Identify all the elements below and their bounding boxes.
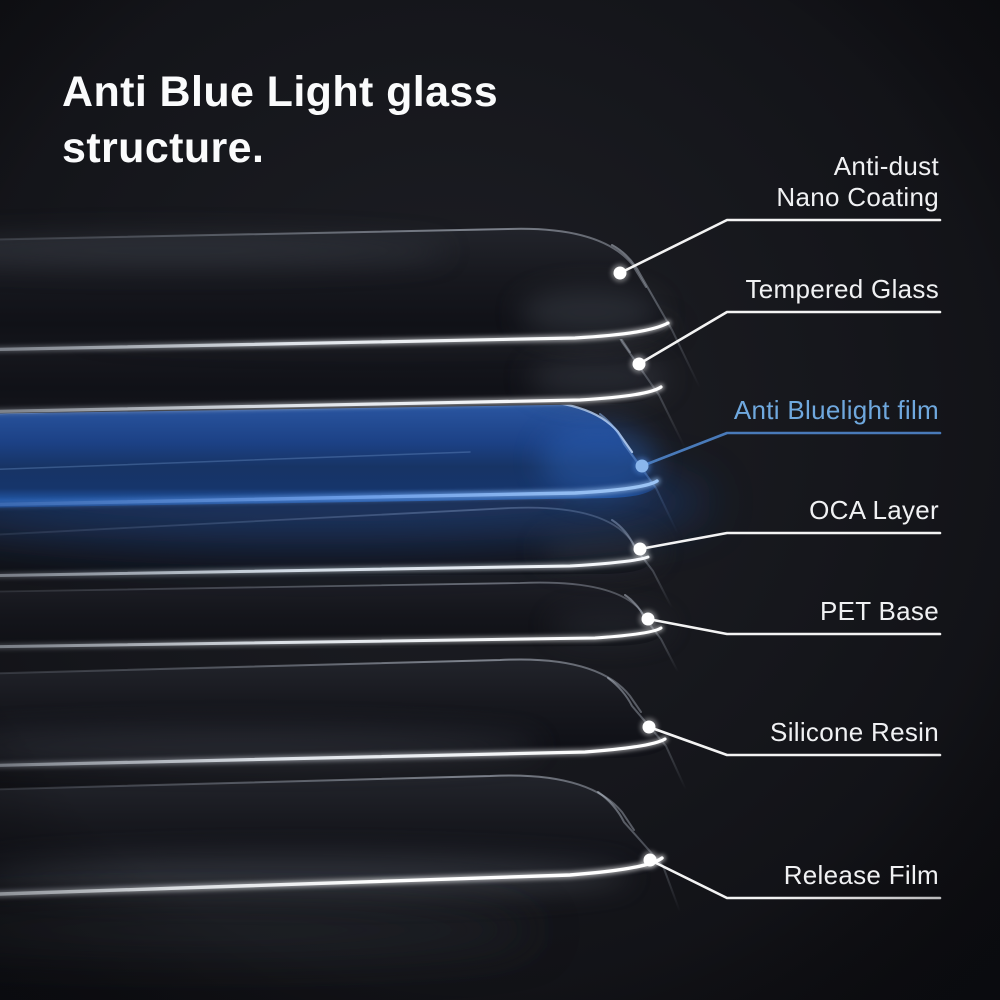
label-line: PET Base [820, 596, 939, 626]
label-line: OCA Layer [809, 495, 939, 525]
label-tempered-glass: Tempered Glass [746, 274, 940, 305]
label-release-film: Release Film [784, 860, 939, 891]
label-silicone-resin: Silicone Resin [770, 717, 939, 748]
label-anti-dust-nano-coating: Anti-dust Nano Coating [776, 151, 939, 213]
label-line: Nano Coating [776, 182, 939, 212]
label-line: Anti Bluelight film [733, 395, 939, 425]
label-pet-base: PET Base [820, 596, 939, 627]
label-line: Anti-dust [833, 151, 939, 181]
label-line: Silicone Resin [770, 717, 939, 747]
label-line: Tempered Glass [745, 274, 939, 304]
page-title-line-1: Anti Blue Light glass [62, 68, 499, 116]
page-title-line-2: structure. [62, 124, 265, 172]
label-oca-layer: OCA Layer [809, 495, 939, 526]
label-line: Release Film [783, 860, 939, 890]
page-title: Anti Blue Light glass structure. [62, 64, 498, 176]
label-anti-bluelight-film: Anti Bluelight film [734, 395, 939, 426]
